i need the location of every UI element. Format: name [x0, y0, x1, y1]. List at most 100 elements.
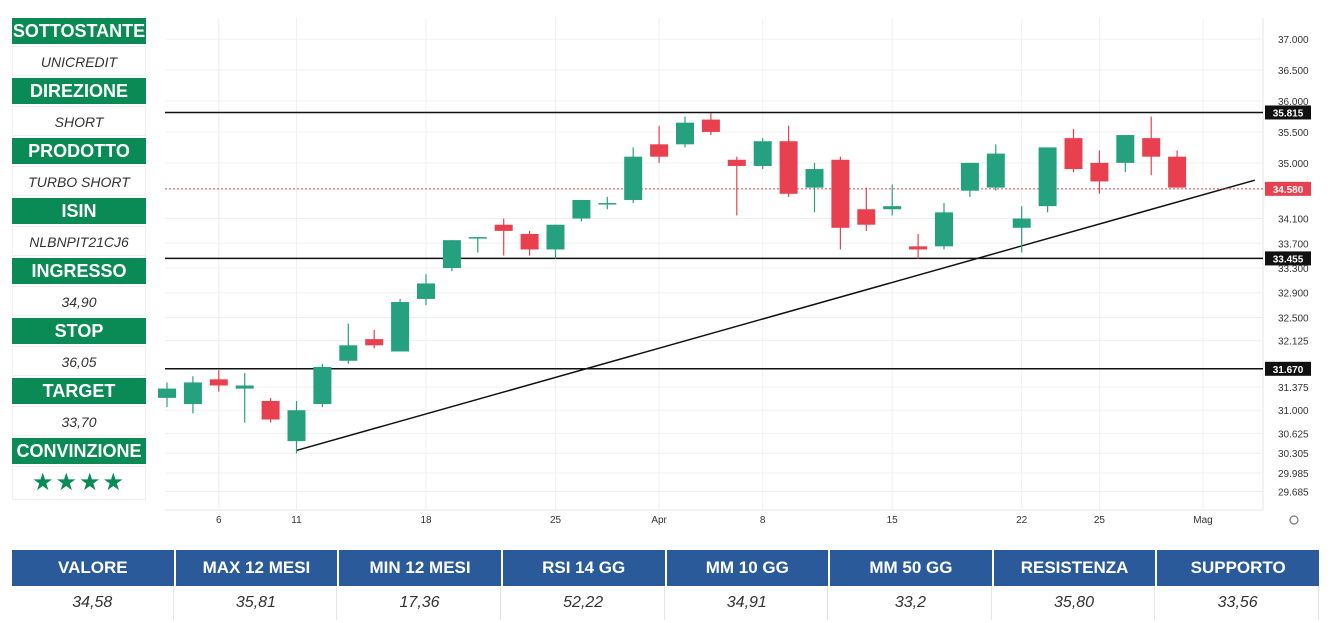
x-tick-label: Mag — [1193, 515, 1212, 526]
stat-value: 35,80 — [993, 586, 1156, 620]
x-tick-label: Apr — [651, 515, 667, 526]
candle-body — [831, 159, 850, 228]
y-tick-label: 29.685 — [1278, 488, 1309, 499]
stat-column: MIN 12 MESI 17,36 — [339, 550, 501, 620]
y-tick-label: 36.500 — [1278, 66, 1309, 77]
candle-body — [805, 169, 824, 188]
x-tick-label: 8 — [760, 515, 766, 526]
candle-body — [494, 224, 513, 231]
y-tick-label: 30.305 — [1278, 449, 1309, 460]
stat-label: MM 10 GG — [666, 550, 829, 586]
sidebar-value: NLBNPIT21CJ6 — [12, 226, 146, 256]
stat-value: 34,91 — [666, 586, 829, 620]
candle-body — [1090, 162, 1109, 182]
candle-body — [1142, 138, 1161, 157]
sidebar-label: STOP — [12, 318, 146, 344]
candle-body — [857, 209, 876, 225]
trade-info-panel: SOTTOSTANTE UNICREDIT DIREZIONE SHORT PRODOT… — [12, 18, 146, 502]
sidebar-value: SHORT — [12, 106, 146, 136]
stat-value: 52,22 — [502, 586, 665, 620]
candle-body — [391, 302, 410, 352]
conviction-stars: ★★★★ — [12, 466, 146, 500]
candle-body — [261, 400, 280, 420]
y-tick-label: 36.000 — [1278, 97, 1309, 108]
level-label: 33.455 — [1273, 254, 1304, 265]
stat-column: MM 50 GG 33,2 — [830, 550, 992, 620]
stat-label: MM 50 GG — [830, 550, 992, 586]
stat-label: MIN 12 MESI — [339, 550, 501, 586]
sidebar-value: 33,70 — [12, 406, 146, 436]
trend-line — [296, 179, 1256, 452]
candle-body — [313, 366, 332, 405]
candle-body — [158, 388, 176, 398]
stat-value: 34,58 — [12, 586, 174, 620]
x-tick-label: 25 — [550, 515, 562, 526]
candle-body — [287, 410, 306, 442]
y-tick-label: 31.000 — [1278, 406, 1309, 417]
candle-body — [676, 122, 694, 145]
y-tick-label: 33.700 — [1278, 239, 1309, 250]
candle-body — [598, 203, 617, 205]
sidebar-value: 34,90 — [12, 286, 146, 316]
candle-body — [1064, 138, 1083, 170]
sidebar-label: ISIN — [12, 198, 146, 224]
stat-column: VALORE 34,58 — [12, 550, 174, 620]
y-tick-label: 32.900 — [1278, 289, 1309, 300]
sidebar-label: INGRESSO — [12, 258, 146, 284]
level-label: 34.580 — [1273, 185, 1304, 196]
stat-value: 17,36 — [339, 586, 501, 620]
sidebar-value: 36,05 — [12, 346, 146, 376]
stat-label: MAX 12 MESI — [175, 550, 338, 586]
stat-value: 33,56 — [1157, 586, 1319, 620]
stat-column: MAX 12 MESI 35,81 — [175, 550, 338, 620]
sidebar-label: TARGET — [12, 378, 146, 404]
y-tick-label: 35.000 — [1278, 159, 1309, 170]
candle-body — [365, 339, 384, 346]
candle-body — [546, 224, 565, 250]
y-tick-label: 34.100 — [1278, 215, 1309, 226]
level-tag — [1265, 181, 1311, 196]
sidebar-label: CONVINZIONE — [12, 438, 146, 464]
candle-body — [468, 237, 487, 239]
candle-body — [183, 382, 202, 405]
x-tick-label: 18 — [420, 515, 432, 526]
candle-body — [417, 283, 435, 299]
candlestick-chart: 37.000 36.500 36.000 35.500 35.000 34.100 33.7… — [158, 18, 1311, 526]
y-tick-label: 29.985 — [1278, 469, 1309, 480]
y-tick-label: 35.500 — [1278, 128, 1309, 139]
sidebar-label: SOTTOSTANTE — [12, 18, 146, 44]
candle-body — [572, 199, 591, 219]
y-tick-label: 31.375 — [1278, 383, 1309, 394]
candle-body — [986, 153, 1005, 188]
x-tick-label: 11 — [291, 515, 302, 526]
stat-column: MM 10 GG 34,91 — [666, 550, 829, 620]
candle-body — [339, 345, 358, 361]
candle-body — [753, 141, 772, 166]
level-tag — [1265, 105, 1311, 120]
x-tick-label: 22 — [1016, 515, 1028, 526]
candle-body — [650, 144, 669, 157]
stat-value: 33,2 — [830, 586, 992, 620]
y-tick-label: 37.000 — [1278, 35, 1309, 46]
candle-body — [701, 119, 720, 132]
sidebar-value: UNICREDIT — [12, 46, 146, 76]
candle-body — [883, 206, 902, 210]
candle-body — [520, 233, 539, 250]
candle-body — [209, 379, 228, 386]
x-tick-label: 6 — [216, 515, 222, 526]
sidebar-label: PRODOTTO — [12, 138, 146, 164]
stat-value: 35,81 — [175, 586, 338, 620]
x-tick-label: 15 — [887, 515, 899, 526]
candle-body — [1116, 135, 1135, 163]
candle-body — [909, 246, 928, 250]
sidebar-value: TURBO SHORT — [12, 166, 146, 196]
candle-body — [624, 156, 643, 200]
x-tick-label: 25 — [1094, 515, 1106, 526]
candle-body — [1012, 218, 1031, 228]
candle-body — [1038, 147, 1057, 207]
stat-label: RESISTENZA — [993, 550, 1156, 586]
stats-table: VALORE 34,58 MAX 12 MESI 35,81 MIN 12 MESI 17… — [12, 550, 1319, 620]
y-tick-label: 32.500 — [1278, 313, 1309, 324]
stat-label: VALORE — [12, 550, 174, 586]
candle-body — [960, 162, 979, 191]
